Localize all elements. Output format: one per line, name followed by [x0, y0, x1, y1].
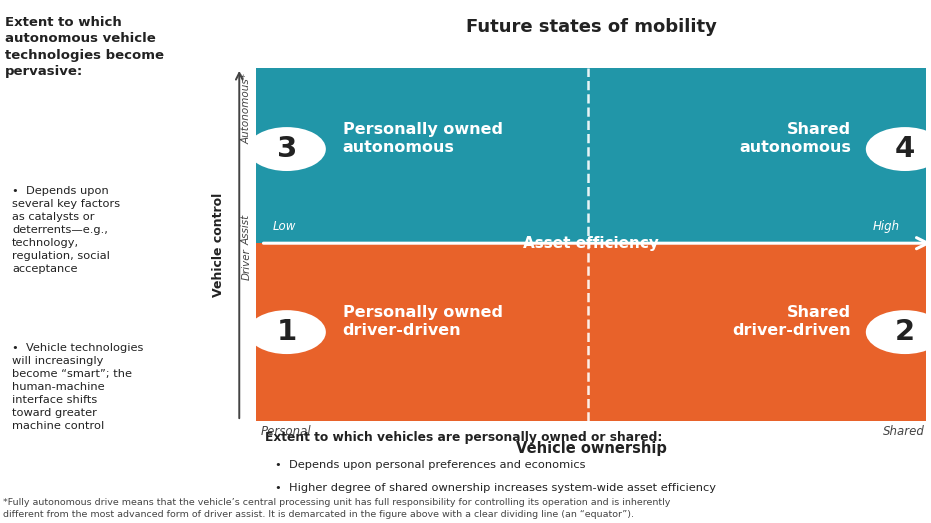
Text: Low: Low	[273, 220, 296, 233]
Text: Extent to which
autonomous vehicle
technologies become
pervasive:: Extent to which autonomous vehicle techn…	[5, 16, 164, 78]
Text: 1: 1	[277, 318, 297, 346]
Circle shape	[248, 127, 326, 171]
Text: Autonomous*: Autonomous*	[241, 73, 251, 144]
Text: Shared: Shared	[883, 425, 924, 438]
Text: 2: 2	[895, 318, 915, 346]
Text: Shared
autonomous: Shared autonomous	[739, 122, 851, 155]
Circle shape	[866, 310, 931, 354]
Text: Personally owned
driver-driven: Personally owned driver-driven	[343, 305, 503, 338]
Text: Vehicle ownership: Vehicle ownership	[516, 441, 667, 456]
Text: •  Depends upon
several key factors
as catalysts or
deterrents—e.g.,
technology,: • Depends upon several key factors as ca…	[12, 186, 120, 274]
Bar	[256, 243, 926, 421]
Circle shape	[248, 310, 326, 354]
Text: *Fully autonomous drive means that the vehicle’s central processing unit has ful: *Fully autonomous drive means that the v…	[3, 498, 670, 519]
Text: •  Higher degree of shared ownership increases system-wide asset efficiency: • Higher degree of shared ownership incr…	[275, 483, 716, 493]
Text: 3: 3	[277, 135, 297, 163]
Text: Vehicle control: Vehicle control	[212, 192, 225, 297]
Circle shape	[866, 127, 931, 171]
Text: Personal: Personal	[261, 425, 311, 438]
Text: Driver: Driver	[241, 248, 251, 280]
Text: •  Vehicle technologies
will increasingly
become “smart”; the
human-machine
inte: • Vehicle technologies will increasingly…	[12, 343, 143, 431]
Text: Personally owned
autonomous: Personally owned autonomous	[343, 122, 503, 155]
Text: Asset efficiency: Asset efficiency	[523, 236, 659, 251]
Text: •  Depends upon personal preferences and economics: • Depends upon personal preferences and …	[275, 460, 586, 470]
Text: Shared
driver-driven: Shared driver-driven	[733, 305, 851, 338]
Text: Future states of mobility: Future states of mobility	[466, 18, 717, 36]
Text: High: High	[873, 220, 900, 233]
Text: Assist: Assist	[241, 214, 251, 245]
Text: Extent to which vehicles are personally owned or shared:: Extent to which vehicles are personally …	[265, 431, 663, 445]
Bar	[256, 68, 926, 243]
Text: 4: 4	[895, 135, 915, 163]
